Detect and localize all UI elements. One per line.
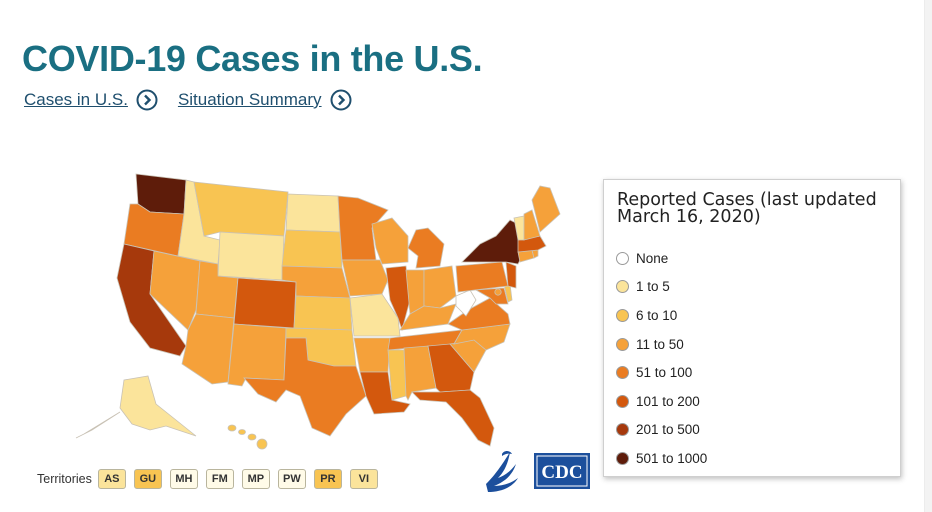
legend-list: None 1 to 5 6 to 10 11 to 50 51 to 100 1… — [616, 244, 707, 473]
legend-label: 11 to 50 — [636, 336, 684, 352]
state-tx[interactable] — [243, 337, 367, 437]
legend-swatch — [616, 337, 629, 351]
state-co[interactable] — [233, 277, 297, 329]
chevron-circle-right-icon — [136, 89, 158, 111]
cases-in-us-link-label: Cases in U.S. — [24, 90, 128, 109]
state-wy[interactable] — [217, 231, 285, 281]
state-ia[interactable] — [341, 259, 389, 297]
state-ar[interactable] — [353, 337, 391, 373]
legend-item: 201 to 500 — [616, 416, 707, 445]
state-sd[interactable] — [281, 229, 343, 269]
legend-label: 51 to 100 — [636, 365, 693, 381]
legend-item: 6 to 10 — [616, 301, 707, 330]
page-title: COVID-19 Cases in the U.S. — [22, 38, 483, 79]
state-dc[interactable] — [494, 288, 502, 296]
page-links: Cases in U.S. Situation Summary — [24, 89, 352, 111]
state-nm[interactable] — [227, 323, 287, 387]
state-ky[interactable] — [399, 303, 457, 331]
legend-label: 201 to 500 — [636, 422, 700, 438]
legend-swatch — [616, 308, 629, 322]
state-mn[interactable] — [337, 195, 389, 261]
state-az[interactable] — [181, 313, 235, 385]
territory-button-pw[interactable]: PW — [277, 469, 306, 489]
legend-swatch — [616, 394, 629, 408]
page-scroll-gutter — [925, 0, 932, 512]
state-nh[interactable] — [523, 209, 541, 241]
legend-label: 101 to 200 — [636, 393, 700, 409]
territory-button-pr[interactable]: PR — [313, 469, 342, 489]
situation-summary-link-label: Situation Summary — [177, 90, 322, 109]
agency-logos: CDC — [480, 446, 590, 496]
us-states-map — [75, 173, 561, 450]
legend-item: 11 to 50 — [616, 330, 707, 359]
state-ny[interactable] — [461, 219, 523, 265]
cases-in-us-link[interactable]: Cases in U.S. — [24, 89, 158, 111]
map-legend: Reported Cases (last updated March 16, 2… — [603, 179, 901, 477]
legend-item: 101 to 200 — [616, 387, 707, 416]
state-nv[interactable] — [149, 250, 201, 331]
state-me[interactable] — [531, 185, 561, 233]
legend-swatch — [616, 423, 629, 437]
alaska-aleutians — [75, 411, 121, 439]
territory-button-mp[interactable]: MP — [241, 469, 270, 489]
territories-bar: Territories AS GU MH FM MP PW PR VI — [37, 469, 386, 489]
state-oh[interactable] — [423, 265, 457, 309]
legend-swatch — [616, 280, 629, 294]
legend-swatch — [616, 251, 629, 265]
state-ks[interactable] — [293, 295, 353, 331]
territory-button-vi[interactable]: VI — [349, 469, 378, 489]
state-wi[interactable] — [371, 217, 409, 265]
legend-label: 1 to 5 — [636, 279, 670, 295]
territory-button-fm[interactable]: FM — [205, 469, 234, 489]
state-ak[interactable] — [119, 375, 197, 437]
territory-button-mh[interactable]: MH — [169, 469, 198, 489]
legend-item: None — [616, 244, 707, 273]
legend-label: 501 to 1000 — [636, 450, 708, 466]
state-pa[interactable] — [455, 261, 509, 293]
state-nd[interactable] — [285, 193, 341, 233]
chevron-circle-right-icon — [330, 89, 352, 111]
situation-summary-link[interactable]: Situation Summary — [178, 89, 352, 111]
territory-button-as[interactable]: AS — [97, 469, 126, 489]
state-fl[interactable] — [411, 389, 495, 447]
state-nj[interactable] — [505, 261, 517, 289]
territories-label: Territories — [37, 472, 92, 486]
legend-label: None — [636, 250, 669, 266]
state-mo[interactable] — [349, 293, 401, 337]
cdc-logo: CDC — [534, 453, 590, 489]
hhs-eagle-logo — [486, 451, 518, 492]
legend-item: 51 to 100 — [616, 358, 707, 387]
legend-label: 6 to 10 — [636, 307, 678, 323]
legend-swatch — [616, 451, 629, 465]
state-hi[interactable] — [227, 424, 268, 450]
state-mt[interactable] — [193, 181, 289, 237]
legend-title: Reported Cases (last updated March 16, 2… — [617, 190, 877, 227]
state-la[interactable] — [359, 371, 411, 415]
legend-swatch — [616, 366, 629, 380]
state-mi[interactable] — [407, 227, 445, 269]
legend-item: 501 to 1000 — [616, 444, 707, 473]
cdc-logo-text: CDC — [541, 462, 582, 483]
legend-item: 1 to 5 — [616, 273, 707, 302]
territory-button-gu[interactable]: GU — [133, 469, 162, 489]
